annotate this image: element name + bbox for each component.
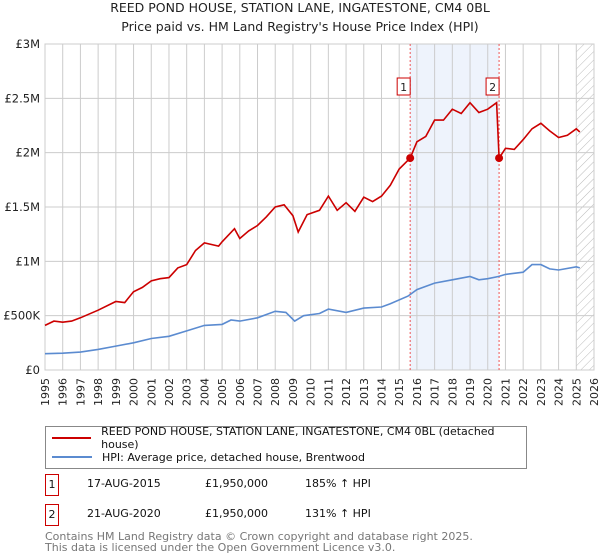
sale-row-1: 1 17-AUG-2015 £1,950,000 185% ↑ HPI	[45, 474, 445, 496]
sale-badge: 2	[45, 504, 59, 526]
sale-hpi: 185% ↑ HPI	[305, 477, 371, 490]
x-tick-label: 1996	[57, 378, 70, 406]
sale-price: £1,950,000	[205, 477, 268, 490]
hpi-line	[44, 263, 581, 355]
sale-date: 17-AUG-2015	[87, 477, 161, 490]
x-tick-label: 2007	[252, 378, 265, 406]
x-tick-label: 2015	[393, 378, 406, 406]
y-tick-label: £1.5M	[4, 200, 40, 214]
y-tick-label: £3M	[15, 37, 40, 51]
x-tick-label: 2020	[482, 378, 495, 406]
x-tick-label: 2009	[287, 378, 300, 406]
x-tick-label: 2001	[145, 378, 158, 406]
x-tick-label: 2025	[570, 378, 583, 406]
y-tick-label: £0	[25, 363, 40, 377]
x-tick-label: 2016	[411, 378, 424, 406]
y-tick-label: £500K	[3, 309, 40, 323]
chart-subtitle: Price paid vs. HM Land Registry's House …	[121, 19, 479, 34]
plot-border	[44, 43, 595, 371]
sale-label-box	[396, 77, 411, 96]
x-tick-label: 2022	[517, 378, 530, 406]
x-tick-label: 2026	[588, 378, 600, 406]
x-tick-label: 2010	[305, 378, 318, 406]
legend-swatch-red	[52, 437, 92, 439]
sale-date: 21-AUG-2020	[87, 507, 161, 520]
y-tick-label: £2.5M	[4, 91, 40, 105]
x-tick-label: 1998	[92, 378, 105, 406]
x-tick-label: 2021	[499, 378, 512, 406]
legend-item-property: REED POND HOUSE, STATION LANE, INGATESTO…	[52, 425, 526, 451]
x-tick-label: 2012	[340, 378, 353, 406]
x-tick-label: 2002	[163, 378, 176, 406]
legend: REED POND HOUSE, STATION LANE, INGATESTO…	[45, 425, 527, 469]
legend-label: HPI: Average price, detached house, Bren…	[102, 450, 365, 464]
plot-area: 1995 1996 1997 1998 1999 2000 2001 2002 2003 2004…	[3, 37, 600, 406]
sale-price: £1,950,000	[205, 507, 268, 520]
sale-point	[406, 154, 415, 163]
x-tick-label: 2011	[322, 378, 335, 406]
x-tick-label: 1995	[39, 378, 52, 406]
x-tick-label: 2005	[216, 378, 229, 406]
property-price-line	[44, 101, 581, 327]
legend-swatch-blue	[52, 456, 92, 458]
x-tick-label: 2008	[269, 378, 282, 406]
x-tick-label: 2019	[464, 378, 477, 406]
y-tick-label: £2M	[15, 146, 40, 160]
x-tick-label: 2000	[128, 378, 141, 406]
x-tick-label: 2003	[181, 378, 194, 406]
sale-hpi: 131% ↑ HPI	[305, 507, 371, 520]
x-tick-label: 2014	[375, 378, 388, 406]
sale-label: 1	[400, 81, 407, 94]
x-tick-label: 1999	[110, 378, 123, 406]
x-tick-label: 2017	[429, 378, 442, 406]
sale-row-2: 2 21-AUG-2020 £1,950,000 131% ↑ HPI	[45, 504, 445, 526]
footer-copyright: Contains HM Land Registry data © Crown c…	[45, 530, 473, 543]
sale-point	[495, 154, 504, 163]
x-tick-label: 2024	[553, 378, 566, 406]
sale-label: 2	[489, 81, 496, 94]
y-tick-label: £1M	[15, 254, 40, 268]
x-tick-label: 2004	[198, 378, 211, 406]
chart-title: REED POND HOUSE, STATION LANE, INGATESTO…	[110, 0, 490, 15]
x-tick-label: 1997	[74, 378, 87, 406]
sale-badge: 1	[45, 474, 59, 496]
x-tick-label: 2006	[234, 378, 247, 406]
x-tick-label: 2018	[446, 378, 459, 406]
x-tick-label: 2013	[358, 378, 371, 406]
legend-label: REED POND HOUSE, STATION LANE, INGATESTO…	[101, 425, 495, 451]
footer-licence: This data is licensed under the Open Gov…	[45, 541, 396, 554]
legend-item-hpi: HPI: Average price, detached house, Bren…	[52, 448, 365, 466]
x-tick-label: 2023	[535, 378, 548, 406]
sale-label-box	[485, 77, 500, 96]
